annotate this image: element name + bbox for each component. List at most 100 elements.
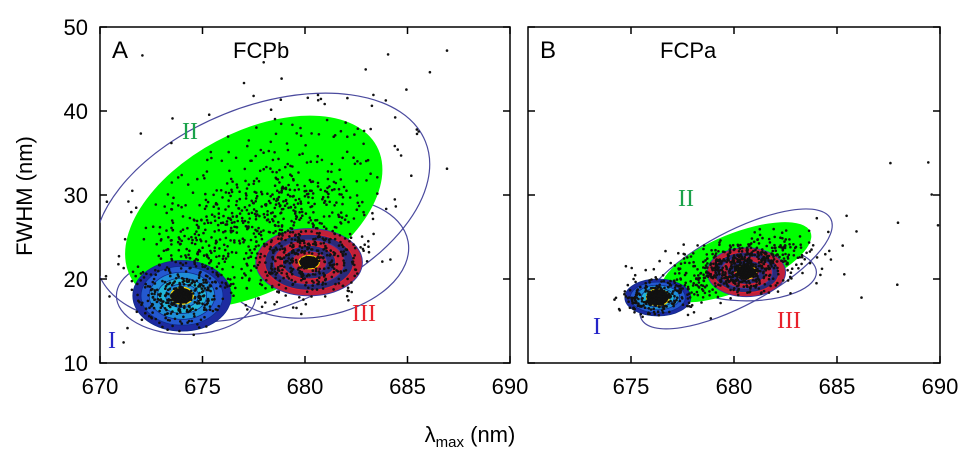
scatter-point	[264, 203, 268, 206]
scatter-point	[182, 283, 186, 286]
scatter-point	[648, 312, 651, 316]
scatter-point	[273, 117, 277, 121]
scatter-point	[640, 297, 644, 301]
scatter-point	[686, 313, 690, 317]
scatter-point	[763, 258, 767, 261]
scatter-point	[655, 277, 658, 281]
scatter-point	[244, 197, 248, 200]
scatter-point	[312, 237, 315, 241]
scatter-point	[723, 259, 726, 262]
scatter-point	[292, 250, 296, 254]
scatter-point	[764, 269, 768, 272]
scatter-point	[289, 266, 292, 270]
scatter-point	[706, 262, 709, 265]
scatter-point	[250, 225, 254, 229]
scatter-point	[773, 246, 776, 250]
scatter-point	[757, 261, 761, 264]
scatter-point	[154, 268, 157, 272]
scatter-point	[936, 224, 940, 227]
scatter-point	[228, 217, 232, 220]
scatter-point	[310, 252, 314, 255]
scatter-point	[353, 274, 357, 278]
y-tick-label: 30	[64, 183, 88, 208]
scatter-point	[355, 208, 359, 211]
scatter-point	[676, 289, 680, 293]
scatter-point	[384, 99, 388, 102]
scatter-point	[325, 253, 329, 257]
scatter-point	[184, 261, 188, 265]
scatter-point	[271, 256, 274, 259]
scatter-point	[746, 264, 749, 268]
scatter-point	[749, 246, 753, 250]
scatter-point	[353, 133, 356, 136]
scatter-point	[792, 243, 795, 246]
scatter-point	[298, 239, 302, 242]
scatter-point	[191, 307, 194, 311]
scatter-point	[229, 194, 232, 198]
scatter-point	[144, 226, 148, 230]
scatter-point	[208, 284, 212, 287]
scatter-point	[676, 284, 680, 288]
scatter-point	[758, 282, 761, 285]
scatter-point	[224, 208, 227, 211]
scatter-point	[170, 283, 174, 287]
scatter-point	[724, 280, 728, 284]
scatter-point	[256, 252, 259, 255]
scatter-point	[307, 221, 310, 224]
scatter-point	[324, 244, 327, 248]
scatter-point	[250, 251, 254, 255]
scatter-point	[196, 323, 199, 326]
scatter-point	[215, 271, 218, 275]
scatter-point	[201, 263, 204, 266]
scatter-point	[337, 213, 340, 217]
scatter-point	[258, 282, 262, 286]
scatter-point	[352, 217, 356, 220]
scatter-point	[217, 262, 221, 265]
scatter-point	[713, 269, 717, 272]
scatter-point	[301, 152, 304, 155]
scatter-point	[628, 306, 632, 310]
scatter-point	[221, 257, 225, 261]
scatter-point	[290, 219, 293, 223]
scatter-point	[410, 174, 413, 177]
scatter-point	[326, 195, 330, 199]
scatter-point	[673, 286, 677, 289]
scatter-point	[154, 273, 157, 277]
scatter-point	[714, 248, 717, 252]
scatter-point	[148, 285, 152, 288]
x-tick-label: 690	[492, 374, 529, 399]
scatter-point	[243, 238, 246, 242]
scatter-point	[786, 262, 789, 266]
scatter-point	[657, 313, 661, 317]
scatter-point	[811, 244, 815, 247]
scatter-point	[225, 283, 228, 286]
scatter-point	[255, 266, 258, 270]
scatter-point	[210, 236, 213, 239]
scatter-point	[282, 256, 286, 259]
scatter-point	[169, 274, 172, 278]
scatter-point	[658, 291, 662, 295]
scatter-point	[617, 307, 621, 311]
scatter-point	[200, 218, 203, 222]
scatter-point	[345, 214, 348, 217]
scatter-point	[317, 232, 321, 235]
scatter-point	[683, 261, 687, 265]
scatter-point	[682, 257, 686, 260]
scatter-point	[736, 293, 740, 297]
scatter-point	[289, 164, 292, 168]
scatter-point	[273, 151, 276, 154]
scatter-point	[222, 243, 226, 247]
scatter-point	[259, 148, 263, 152]
scatter-point	[293, 212, 297, 215]
scatter-point	[165, 211, 168, 215]
scatter-point	[345, 150, 349, 154]
scatter-point	[790, 267, 794, 271]
scatter-point	[199, 295, 202, 298]
scatter-point	[213, 215, 216, 218]
scatter-point	[190, 281, 193, 285]
scatter-point	[750, 237, 754, 240]
scatter-point	[321, 281, 325, 284]
scatter-point	[738, 247, 742, 251]
scatter-point	[828, 249, 831, 253]
